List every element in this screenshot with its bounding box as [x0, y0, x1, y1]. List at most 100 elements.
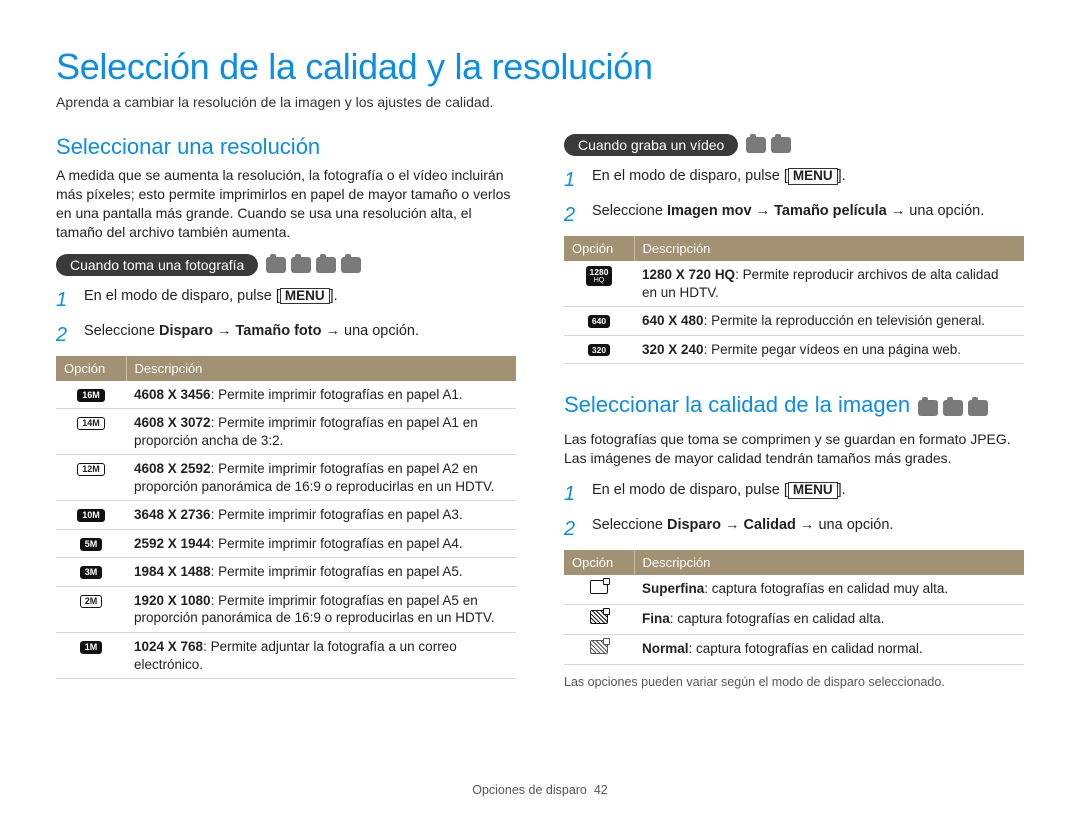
resolution-icon-cell: 1M [56, 633, 126, 679]
t: una opción. [344, 323, 419, 339]
page-subtitle: Aprenda a cambiar la resolución de la im… [56, 94, 1024, 110]
resolution-description-cell: 4608 X 3456: Permite imprimir fotografía… [126, 381, 516, 409]
resolution-description-cell: 4608 X 2592: Permite imprimir fotografía… [126, 455, 516, 501]
col-description: Descripción [634, 236, 1024, 261]
t: Disparo [667, 517, 721, 533]
video-res-icon: 640 [588, 315, 610, 328]
t: → [887, 203, 910, 219]
section-heading-quality: Seleccionar la calidad de la imagen [564, 392, 910, 418]
left-column: Seleccionar una resolución A medida que … [56, 134, 516, 689]
quality-description-cell: Normal: captura fotografías en calidad n… [634, 634, 1024, 664]
step-number: 1 [564, 480, 582, 509]
resolution-value: 1920 X 1080 [134, 593, 211, 608]
resolution-description-cell: 1984 X 1488: Permite imprimir fotografía… [126, 558, 516, 587]
t: Imagen mov [667, 203, 752, 219]
t: ]. [838, 168, 846, 184]
dual-icon [968, 400, 988, 416]
table-row: 640 640 X 480: Permite la reproducción en… [564, 307, 1024, 336]
col-description: Descripción [634, 550, 1024, 575]
step-text-pre: En el modo de disparo, pulse [ [84, 288, 280, 304]
table-row: 5M 2592 X 1944: Permite imprimir fotograf… [56, 529, 516, 558]
t: → [796, 517, 819, 533]
smart-video-icon [771, 137, 791, 153]
table-row: 16M4608 X 3456: Permite imprimir fotogra… [56, 381, 516, 409]
quality-icon [590, 610, 608, 624]
table-row: 3M 1984 X 1488: Permite imprimir fotograf… [56, 558, 516, 587]
step-number: 2 [564, 201, 582, 230]
resolution-icon: 10M [77, 509, 105, 522]
video-res-icon: 1280HQ [586, 266, 613, 286]
table-row: 12M4608 X 2592: Permite imprimir fotogra… [56, 455, 516, 501]
video-res-description-cell: 640 X 480: Permite la reproducción en te… [634, 307, 1024, 336]
t: Disparo [159, 323, 213, 339]
t: → [213, 323, 236, 339]
footer-section: Opciones de disparo [472, 783, 587, 797]
video-res-description-cell: 1280 X 720 HQ: Permite reproducir archiv… [634, 261, 1024, 307]
resolution-value: 4608 X 2592 [134, 461, 211, 476]
quality-table: Opción Descripción Superfina: captura fo… [564, 550, 1024, 665]
quality-name: Fina [642, 611, 670, 626]
t: Seleccione [84, 323, 159, 339]
resolution-icon: 5M [80, 538, 103, 551]
t: En el modo de disparo, pulse [ [592, 168, 788, 184]
video-mode-label-row: Cuando graba un vídeo [564, 134, 1024, 156]
step-number: 1 [56, 286, 74, 315]
step-text: Seleccione Disparo → Tamaño foto → una o… [84, 321, 419, 350]
table-row: 2M 1920 X 1080: Permite imprimir fotograf… [56, 586, 516, 632]
resolution-description-cell: 1920 X 1080: Permite imprimir fotografía… [126, 586, 516, 632]
resolution-icon-cell: 3M [56, 558, 126, 587]
step-text: En el modo de disparo, pulse [MENU]. [84, 286, 338, 315]
resolution-icon-cell: 5M [56, 529, 126, 558]
table-row: Fina: captura fotografías en calidad alt… [564, 604, 1024, 634]
page-footer: Opciones de disparo 42 [0, 783, 1080, 797]
video-res-value: 640 X 480 [642, 313, 704, 328]
resolution-text: : Permite imprimir fotografías en papel … [211, 387, 463, 402]
step-text: Seleccione Disparo → Calidad → una opció… [592, 515, 893, 544]
resolution-icon-cell: 14M [56, 409, 126, 455]
menu-button-icon: MENU [788, 168, 838, 185]
quality-name: Superfina [642, 581, 704, 596]
photo-step-2: 2 Seleccione Disparo → Tamaño foto → una… [56, 321, 516, 350]
quality-icon [590, 580, 608, 594]
table-row: 1280HQ 1280 X 720 HQ: Permite reproducir … [564, 261, 1024, 307]
t: una opción. [909, 203, 984, 219]
col-description: Descripción [126, 356, 516, 381]
table-row: 14M4608 X 3072: Permite imprimir fotogra… [56, 409, 516, 455]
smart-icon [266, 257, 286, 273]
photo-mode-icons [266, 257, 361, 273]
video-res-text: : Permite la reproducción en televisión … [704, 313, 985, 328]
table-row: 320320 X 240: Permite pegar vídeos en un… [564, 335, 1024, 364]
step-text: Seleccione Imagen mov → Tamaño película … [592, 201, 984, 230]
table-row: Superfina: captura fotografías en calida… [564, 575, 1024, 604]
quality-heading-row: Seleccionar la calidad de la imagen [564, 392, 1024, 424]
quality-icon [590, 640, 608, 654]
video-mode-icons [746, 137, 791, 153]
table-row: 1M1024 X 768: Permite adjuntar la fotogr… [56, 633, 516, 679]
video-resolution-table: Opción Descripción 1280HQ1280 X 720 HQ: … [564, 236, 1024, 364]
scene-icon [943, 400, 963, 416]
video-res-text: : Permite pegar vídeos en una página web… [704, 342, 961, 357]
photo-mode-pill: Cuando toma una fotografía [56, 254, 258, 276]
resolution-value: 1024 X 768 [134, 639, 203, 654]
section-heading-resolution: Seleccionar una resolución [56, 134, 516, 160]
video-res-icon-cell: 1280HQ [564, 261, 634, 307]
resolution-text: : Permite imprimir fotografías en papel … [211, 564, 463, 579]
resolution-description-cell: 2592 X 1944: Permite imprimir fotografía… [126, 529, 516, 558]
resolution-icon: 3M [80, 566, 103, 579]
video-icon [746, 137, 766, 153]
quality-icon-cell [564, 634, 634, 664]
program-icon [918, 400, 938, 416]
menu-button-icon: MENU [788, 482, 838, 499]
table-row: Normal: captura fotografías en calidad n… [564, 634, 1024, 664]
video-res-description-cell: 320 X 240: Permite pegar vídeos en una p… [634, 335, 1024, 364]
video-res-icon-cell: 320 [564, 335, 634, 364]
resolution-icon: 2M [80, 595, 103, 608]
section-intro-resolution: A medida que se aumenta la resolución, l… [56, 166, 516, 242]
photo-mode-label-row: Cuando toma una fotografía [56, 254, 516, 276]
photo-resolution-table: Opción Descripción 16M4608 X 3456: Permi… [56, 356, 516, 680]
photo-step-1: 1 En el modo de disparo, pulse [MENU]. [56, 286, 516, 315]
t: Seleccione [592, 203, 667, 219]
resolution-value: 2592 X 1944 [134, 536, 211, 551]
quality-icon-cell [564, 604, 634, 634]
quality-description-cell: Fina: captura fotografías en calidad alt… [634, 604, 1024, 634]
